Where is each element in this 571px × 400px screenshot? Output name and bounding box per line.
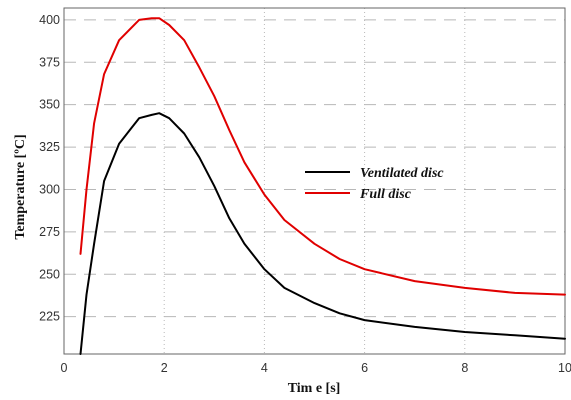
plot-frame [63,7,566,355]
x-tick-label-5: 10 [558,361,571,375]
grid [64,8,565,354]
y-tick-label-5: 350 [39,98,60,112]
series-line-0 [79,112,566,355]
series-group [79,17,566,355]
series-line-1 [79,17,566,296]
x-tick-label-2: 4 [261,361,268,375]
legend-label-1: Full disc [359,187,412,202]
legend-label-0: Ventilated disc [360,166,444,181]
y-tick-label-6: 375 [39,55,60,69]
y-tick-label-1: 250 [39,267,60,281]
legend: Ventilated disc Full disc [305,166,444,202]
y-tick-label-0: 225 [39,310,60,324]
x-tick-label-0: 0 [61,361,68,375]
y-tick-label-7: 400 [39,13,60,27]
y-tick-label-2: 275 [39,225,60,239]
x-tick-label-4: 8 [461,361,468,375]
x-tick-label-3: 6 [361,361,368,375]
x-axis-title: Tim e [s] [288,381,341,396]
y-axis-title: Temperature [ºC] [13,134,28,239]
tick-labels: 0 2 4 6 8 10 225 250 275 300 325 350 375 400 [39,13,571,375]
y-tick-label-4: 325 [39,140,60,154]
x-tick-label-1: 2 [161,361,168,375]
y-tick-label-3: 300 [39,182,60,196]
